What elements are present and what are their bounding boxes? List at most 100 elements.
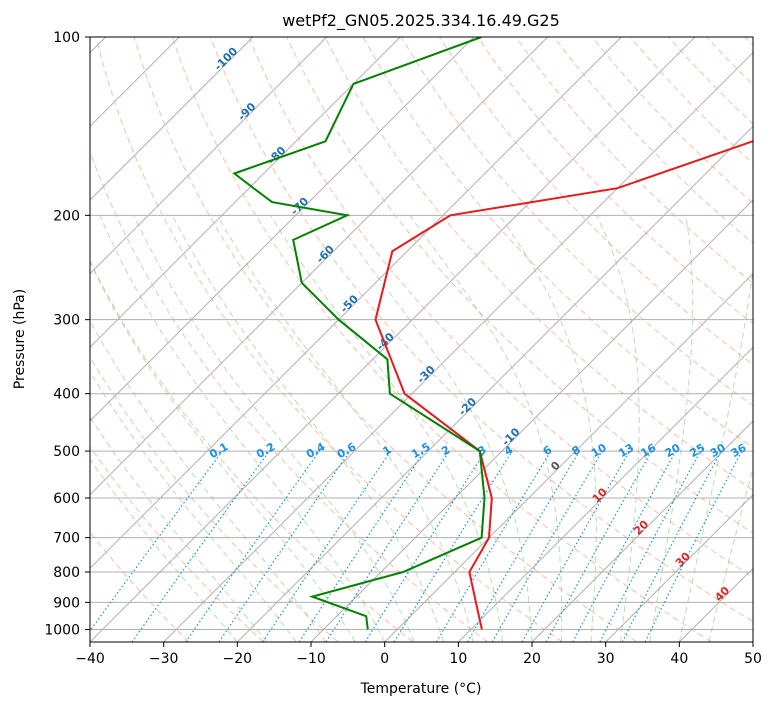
y-tick-label: 200 <box>53 208 80 224</box>
adiabat-label: -90 <box>235 100 258 123</box>
dry-adiabat-line <box>90 150 488 642</box>
y-tick-label: 700 <box>53 531 80 547</box>
isotherm-line <box>90 37 254 201</box>
adiabat-label: 30 <box>673 549 693 569</box>
dry-adiabat-line <box>744 37 753 47</box>
y-tick-label: 1000 <box>44 622 80 638</box>
isotherm-line <box>384 272 753 642</box>
isotherm-line <box>236 125 753 642</box>
mixing-ratio-line <box>644 450 743 642</box>
x-axis-label: Temperature (°C) <box>360 681 482 697</box>
dry-adiabat-line <box>515 37 753 284</box>
y-tick-label: 800 <box>53 565 80 581</box>
moist-adiabat-line <box>90 370 297 642</box>
mixing-ratio-label: 0.1 <box>207 440 230 461</box>
moist-adiabat-line <box>99 215 386 642</box>
dry-adiabat-line <box>286 37 753 534</box>
mixing-ratio-label: 30 <box>708 441 728 460</box>
isotherm-line <box>163 51 753 642</box>
adiabat-label: 10 <box>590 485 610 505</box>
moist-adiabat-line <box>133 215 415 642</box>
moist-adiabat-line <box>90 416 268 642</box>
y-tick-label: 100 <box>53 30 80 46</box>
mixing-ratio-label: 36 <box>729 441 749 460</box>
x-tick-label: 10 <box>449 651 467 667</box>
adiabat-label: -60 <box>314 242 337 265</box>
dry-adiabat-line <box>90 445 264 642</box>
x-tick-label: 40 <box>670 651 688 667</box>
dry-adiabat-line <box>248 37 753 578</box>
isotherm-line <box>752 641 753 642</box>
isotherm-line <box>678 567 753 642</box>
y-tick-label: 500 <box>53 444 80 460</box>
dry-adiabat-line <box>706 37 753 86</box>
adiabat-label: -100 <box>212 44 241 73</box>
x-tick-label: −10 <box>296 651 326 667</box>
isotherm-line <box>90 37 328 275</box>
temperature-profile <box>374 139 753 630</box>
plot-frame <box>89 36 754 643</box>
moist-adiabat-line <box>708 466 753 642</box>
dry-adiabat-line <box>90 356 339 642</box>
dry-adiabat-line <box>171 37 712 642</box>
dry-adiabat-line <box>210 37 753 623</box>
moist-adiabat-line <box>270 215 503 642</box>
chart-title: wetPf2_GN05.2025.334.16.49.G25 <box>282 11 560 31</box>
mixing-ratio-label: 10 <box>589 441 609 460</box>
y-axis-label: Pressure (hPa) <box>12 289 28 389</box>
x-tick-label: 50 <box>744 651 762 667</box>
dry-adiabat-line <box>553 37 753 244</box>
adiabat-label: -30 <box>414 363 437 386</box>
isotherm-line <box>605 493 753 642</box>
isotherm-line <box>90 37 475 422</box>
dewpoint-profile <box>232 37 486 630</box>
mixing-ratio-line <box>545 450 653 642</box>
moist-adiabat-line <box>596 215 640 642</box>
mixing-ratio-line <box>325 450 450 642</box>
mixing-ratio-line <box>218 450 351 642</box>
isotherm-line <box>90 37 549 496</box>
mixing-ratio-line <box>599 450 702 642</box>
mixing-ratio-label: 13 <box>616 441 636 460</box>
adiabat-label: 40 <box>712 584 732 604</box>
moist-adiabat-line <box>90 319 327 642</box>
mixing-ratio-label: 6 <box>541 443 554 458</box>
mixing-ratio-line <box>572 450 677 642</box>
mixing-ratio-label: 0.6 <box>335 440 359 461</box>
adiabat-label: -50 <box>338 292 361 315</box>
x-tick-label: 20 <box>523 651 541 667</box>
isotherm-line <box>457 346 753 642</box>
mixing-ratio-label: 1.5 <box>409 440 432 461</box>
moist-adiabat-line <box>409 215 563 642</box>
y-tick-label: 300 <box>53 313 80 329</box>
isotherm-line <box>531 420 753 642</box>
x-tick-label: 0 <box>380 651 389 667</box>
dry-adiabat-line <box>133 37 638 642</box>
dry-adiabat-line <box>90 531 190 642</box>
mixing-ratio-line <box>364 450 486 642</box>
x-tick-label: −40 <box>75 651 105 667</box>
mixing-ratio-label: 20 <box>663 441 683 460</box>
mixing-ratio-line <box>90 450 223 632</box>
isotherm-line <box>90 37 622 570</box>
y-tick-label: 900 <box>53 595 80 611</box>
adiabat-label: -10 <box>499 425 522 448</box>
x-tick-label: 30 <box>597 651 615 667</box>
isotherm-line <box>90 37 401 349</box>
moist-adiabat-line <box>90 260 356 642</box>
mixing-ratio-line <box>298 450 425 642</box>
moist-adiabat-line <box>678 265 753 642</box>
moist-adiabat-line <box>649 215 694 642</box>
moist-adiabat-line <box>90 458 238 642</box>
y-tick-label: 400 <box>53 387 80 403</box>
mixing-ratio-line <box>521 450 631 642</box>
moist-adiabat-line <box>217 215 474 642</box>
mixing-ratio-label: 0.4 <box>304 440 328 461</box>
moist-adiabat-line <box>172 215 445 642</box>
plot-area: 0.1 0.2 0.4 0.6 1 1.5 2 3 4 6 8 10 13 16 20 25 30 36-100-… <box>90 37 753 642</box>
y-tick-label: 600 <box>53 491 80 507</box>
mixing-ratio-label: 16 <box>639 441 659 460</box>
isotherm-line <box>90 37 696 642</box>
